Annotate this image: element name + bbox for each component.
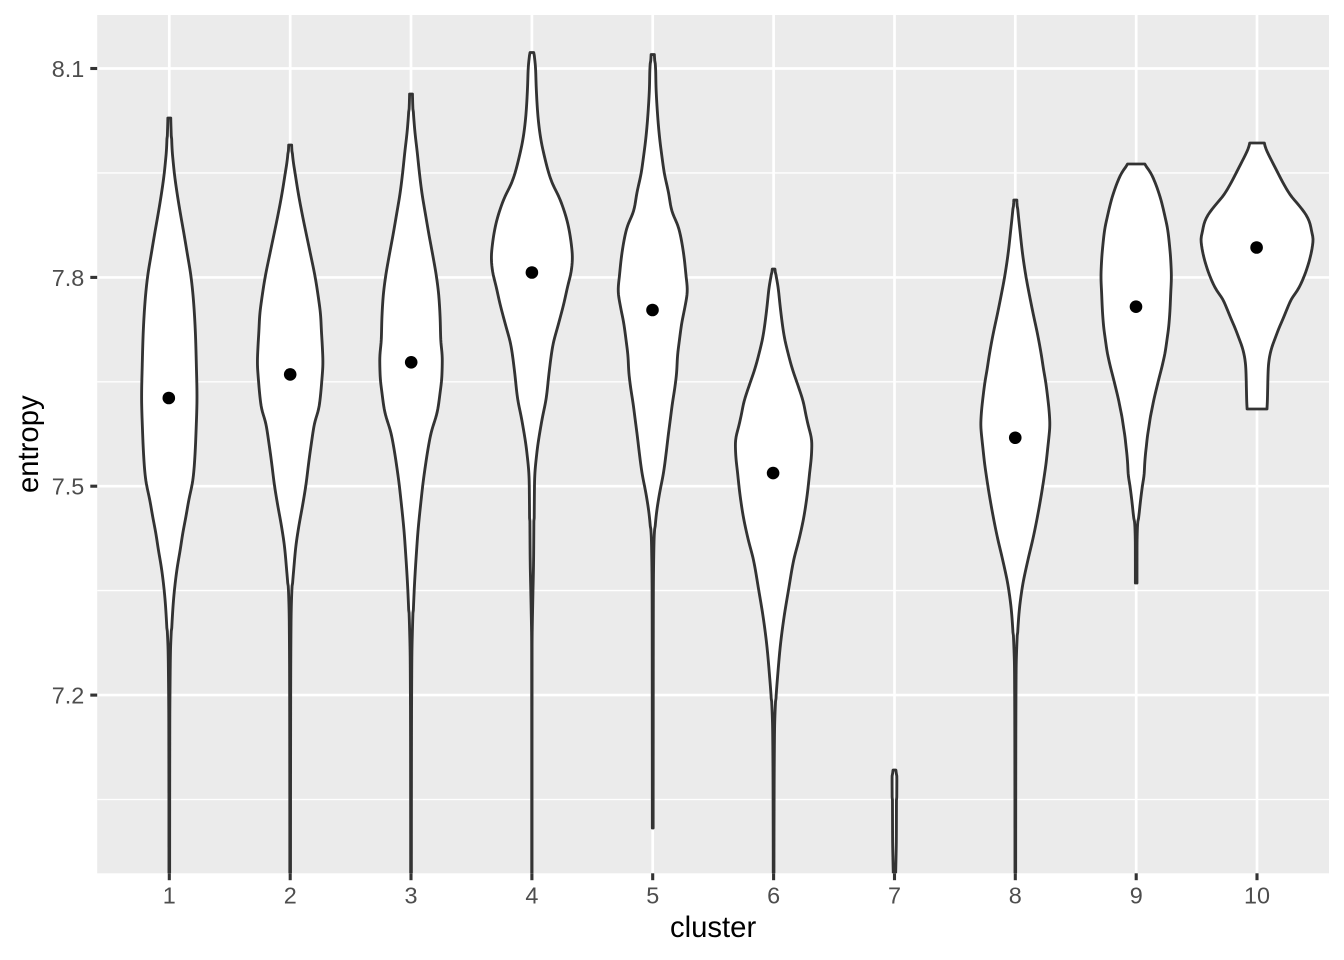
svg-text:4: 4 xyxy=(525,883,538,909)
svg-text:10: 10 xyxy=(1244,883,1270,909)
svg-text:8: 8 xyxy=(1009,883,1022,909)
svg-text:7.2: 7.2 xyxy=(52,683,85,709)
svg-text:6: 6 xyxy=(767,883,780,909)
svg-text:3: 3 xyxy=(404,883,417,909)
svg-text:5: 5 xyxy=(646,883,659,909)
svg-text:8.1: 8.1 xyxy=(52,56,85,82)
svg-text:1: 1 xyxy=(163,883,176,909)
svg-text:7.5: 7.5 xyxy=(52,474,85,500)
svg-text:cluster: cluster xyxy=(670,911,757,944)
svg-text:9: 9 xyxy=(1130,883,1143,909)
svg-text:2: 2 xyxy=(284,883,297,909)
svg-text:7: 7 xyxy=(888,883,901,909)
svg-text:7.8: 7.8 xyxy=(52,265,85,291)
svg-text:entropy: entropy xyxy=(12,395,45,493)
